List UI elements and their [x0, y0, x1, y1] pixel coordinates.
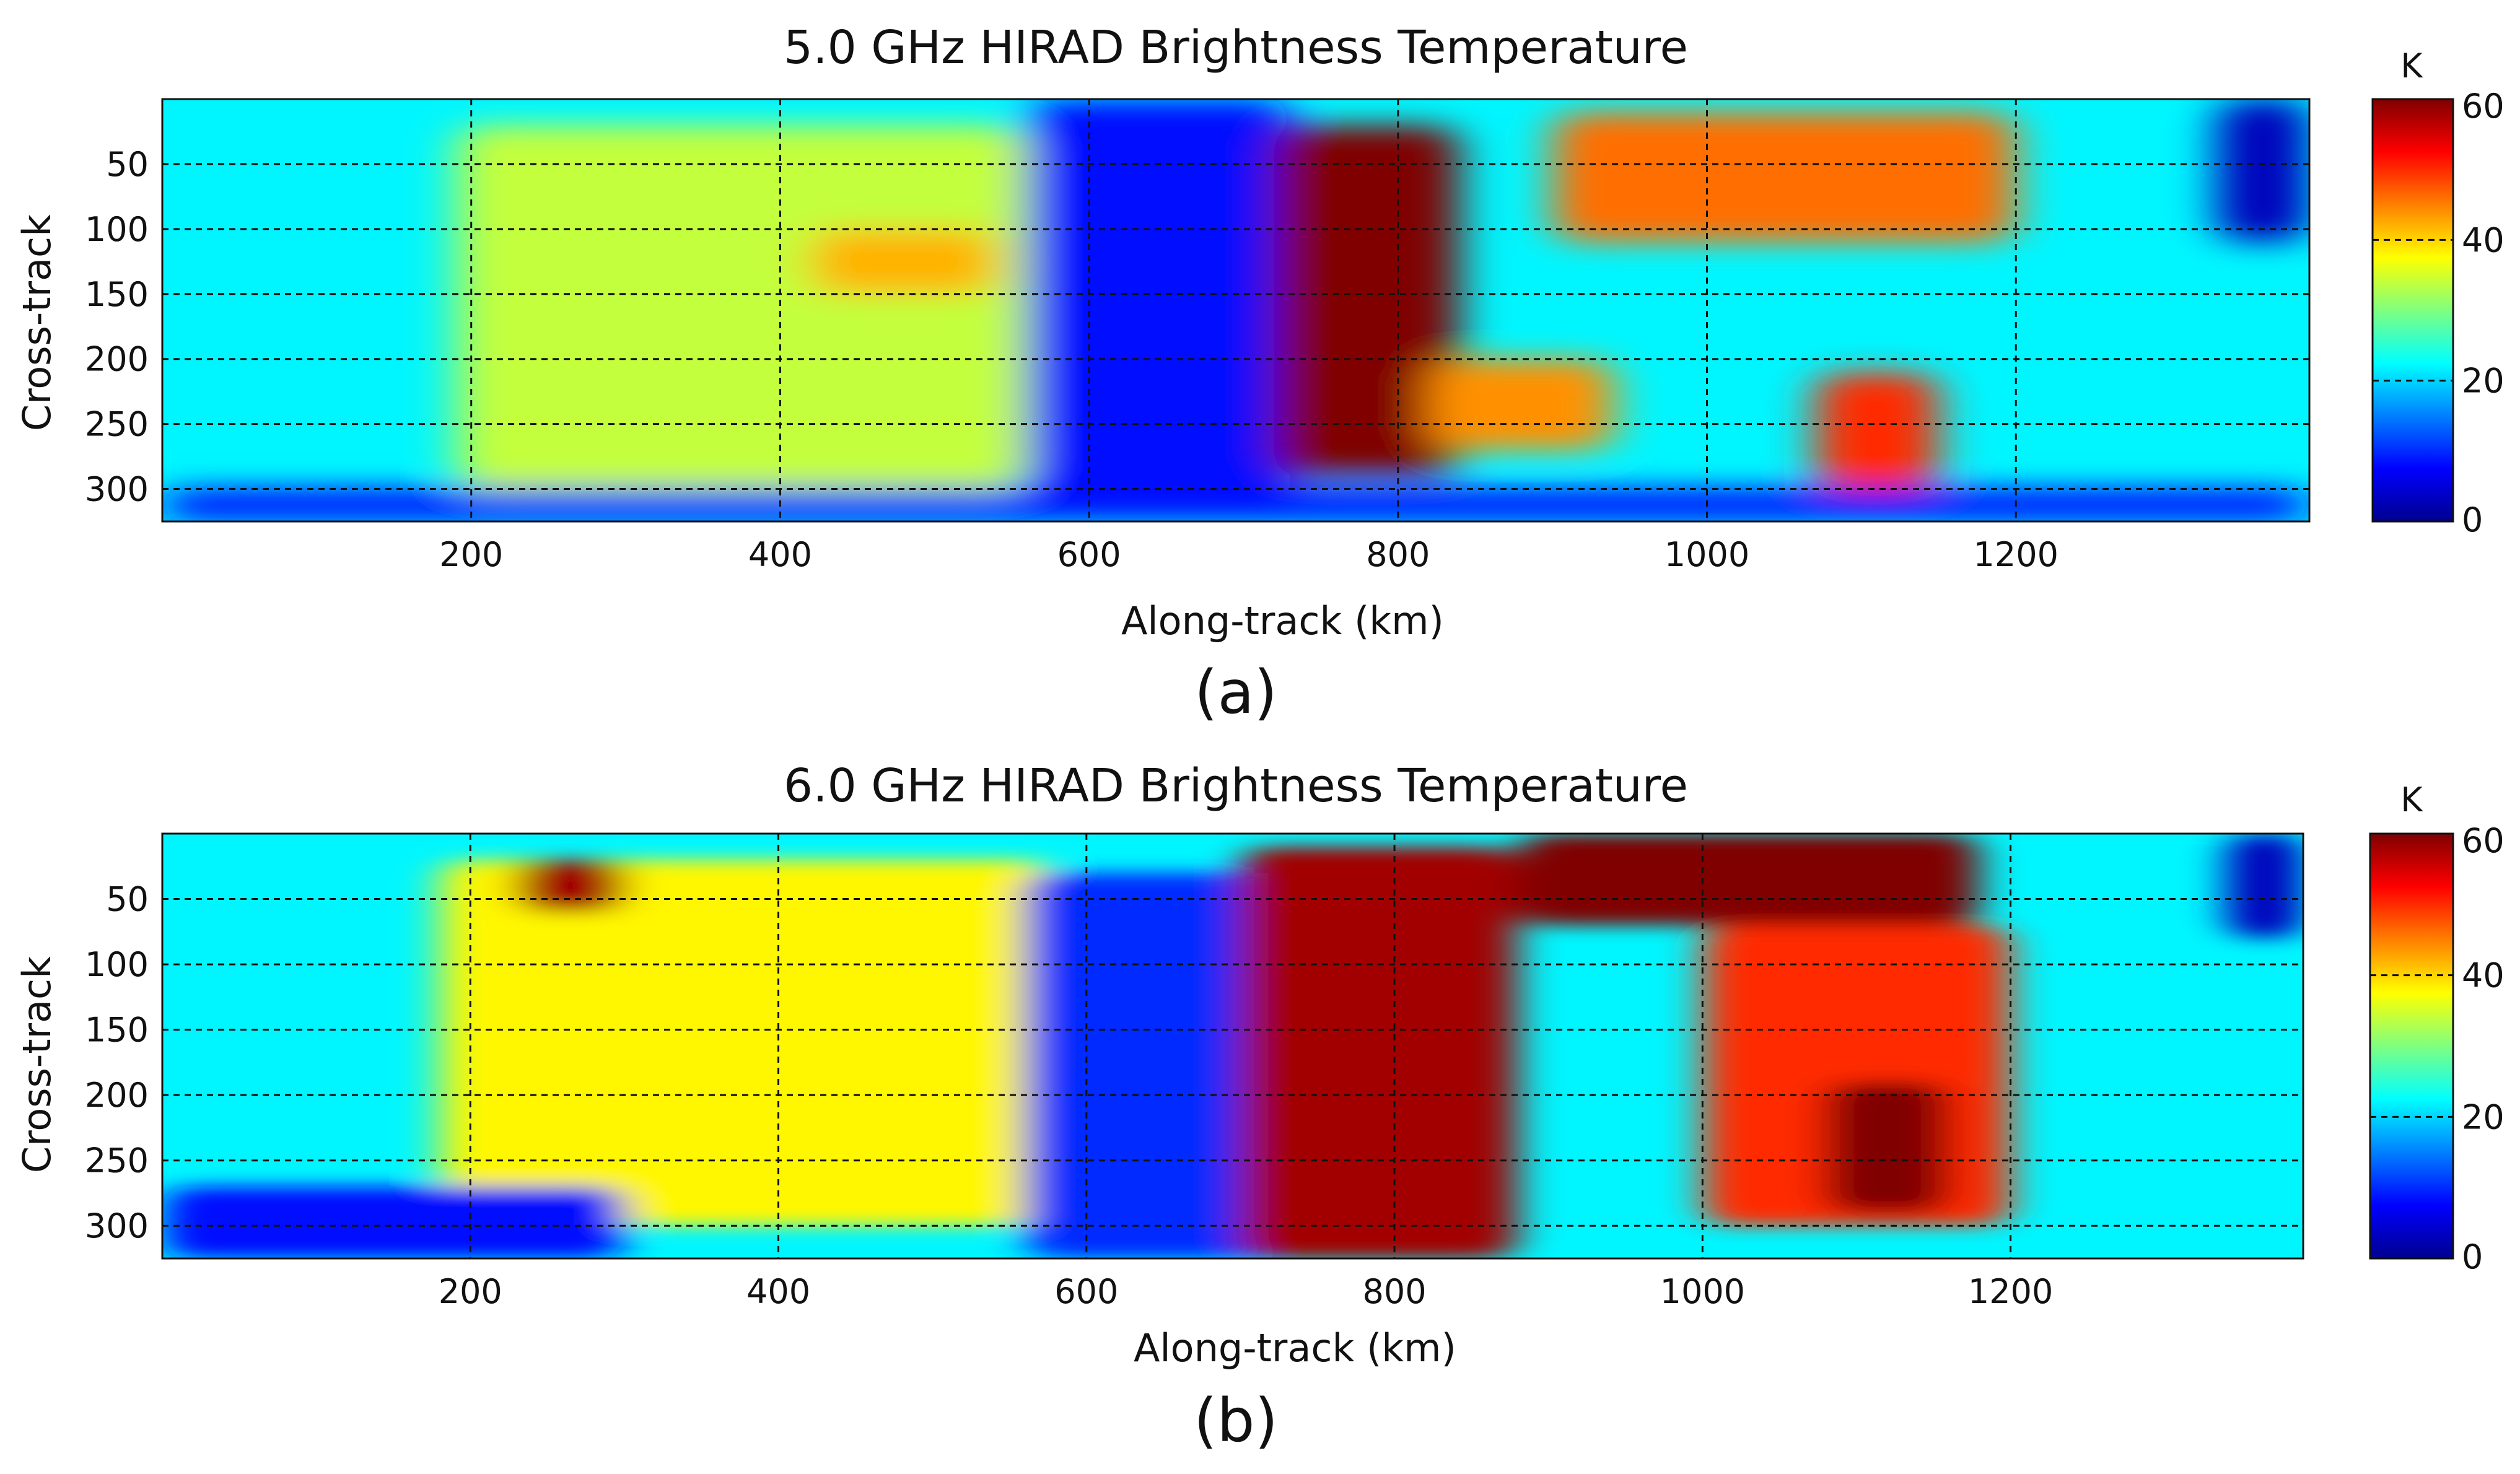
panel-b-title: 6.0 GHz HIRAD Brightness Temperature — [783, 759, 1689, 813]
y-tick-label: 50 — [106, 145, 149, 184]
panel-b-colorbar-unit: K — [2400, 780, 2423, 819]
x-tick-label: 800 — [1363, 1272, 1427, 1311]
y-tick-label: 300 — [85, 470, 149, 509]
panel-a-colorbar-unit: K — [2400, 46, 2423, 85]
heatmap-region — [162, 489, 2309, 521]
heatmap-region — [1815, 372, 1939, 489]
panel-a-xlabel: Along-track (km) — [1121, 598, 1444, 643]
heatmap-region — [811, 229, 997, 294]
panel-a-chart: 200 400 600 800 1000 1200 50 100 150 200 250 300 0 2… — [85, 46, 2505, 574]
heatmap-region — [1552, 111, 2016, 242]
x-tick-label: 800 — [1366, 535, 1430, 574]
y-tick-label: 150 — [85, 1011, 149, 1050]
heatmap-region — [1025, 873, 1287, 1258]
heatmap-region — [2216, 99, 2309, 242]
colorbar-tick-label: 20 — [2462, 362, 2505, 401]
heatmap-region — [1517, 834, 1980, 925]
panel-b-chart: 200 400 600 800 1000 1200 50 100 150 200 250 300 0 2… — [85, 780, 2505, 1311]
colorbar-tick-label: 0 — [2462, 500, 2483, 539]
panel-a-colorbar — [2371, 98, 2454, 523]
panel-b-heatmap — [162, 834, 2303, 1258]
y-tick-label: 150 — [85, 275, 149, 314]
panel-a-ylabel: Cross-track — [14, 214, 59, 432]
panel-a-title: 5.0 GHz HIRAD Brightness Temperature — [783, 21, 1689, 74]
colorbar-tick-label: 20 — [2462, 1097, 2505, 1136]
x-tick-label: 400 — [746, 1272, 810, 1311]
colorbar-tick-label: 40 — [2462, 956, 2505, 995]
x-tick-label: 1200 — [1974, 535, 2058, 574]
colorbar-tick-label: 60 — [2462, 87, 2505, 126]
y-tick-label: 100 — [85, 210, 149, 249]
x-tick-label: 400 — [748, 535, 812, 574]
colorbar-tick-label: 60 — [2462, 821, 2505, 860]
panel-a-label: (a) — [1194, 658, 1277, 727]
heatmap-region — [439, 860, 1056, 1226]
y-tick-label: 300 — [85, 1206, 149, 1245]
panel-b-label: (b) — [1194, 1386, 1278, 1455]
x-tick-label: 200 — [439, 535, 503, 574]
x-tick-label: 1200 — [1968, 1272, 2053, 1311]
heatmap-region — [1274, 124, 1460, 476]
panel-a-gridlines — [162, 99, 2309, 521]
heatmap-region — [455, 124, 1028, 489]
heatmap-region — [162, 1186, 624, 1258]
colorbar-tick-label: 40 — [2462, 220, 2505, 259]
y-tick-label: 200 — [85, 1076, 149, 1115]
panel-b-plot-frame — [161, 832, 2304, 1260]
x-tick-label: 1000 — [1660, 1272, 1745, 1311]
colorbar-tick-label: 0 — [2462, 1237, 2483, 1276]
x-tick-label: 1000 — [1665, 535, 1749, 574]
heatmap-region — [516, 860, 624, 912]
x-tick-label: 600 — [1054, 1272, 1118, 1311]
y-tick-label: 250 — [85, 405, 149, 444]
panel-b-gridlines — [162, 834, 2303, 1258]
heatmap-region — [1027, 99, 1290, 521]
panel-a-heatmap — [162, 99, 2309, 521]
heatmap-region — [1826, 1082, 1949, 1213]
heatmap-region — [1428, 359, 1614, 450]
y-tick-label: 50 — [106, 880, 149, 919]
y-tick-label: 250 — [85, 1141, 149, 1180]
panel-b-colorbar — [2369, 832, 2454, 1260]
x-tick-label: 200 — [439, 1272, 502, 1311]
heatmap-region — [1240, 847, 1518, 1258]
heatmap-region — [2226, 834, 2303, 938]
panel-a-plot-frame — [161, 98, 2311, 523]
y-tick-label: 200 — [85, 340, 149, 379]
x-tick-label: 600 — [1057, 535, 1121, 574]
y-tick-label: 100 — [85, 945, 149, 984]
panel-b-ylabel: Cross-track — [14, 956, 59, 1174]
panel-b-xlabel: Along-track (km) — [1134, 1325, 1456, 1371]
